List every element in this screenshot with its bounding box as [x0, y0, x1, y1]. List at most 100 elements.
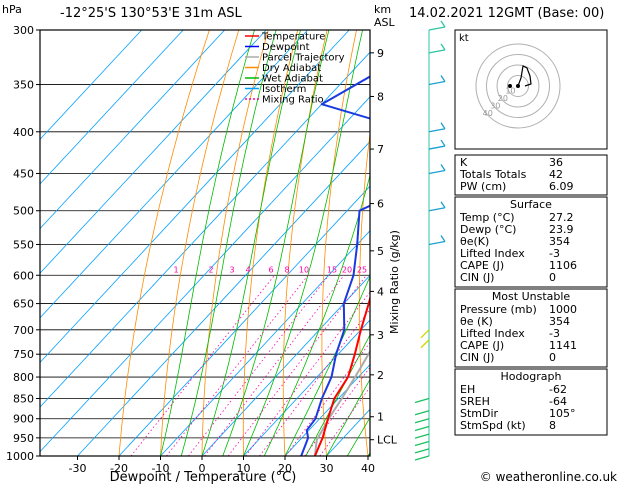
mixing-ratio-line: [259, 308, 370, 456]
table-title: Surface: [510, 198, 552, 211]
height-tick-label: LCL: [377, 434, 398, 447]
wind-barb-flag: [440, 122, 446, 130]
wind-barb: [428, 128, 446, 133]
pressure-tick-label: 600: [13, 269, 34, 282]
table-row-label: θe (K): [460, 315, 493, 328]
dry-adiabat-line: [201, 30, 269, 456]
mixing-ratio-label: 2: [208, 265, 213, 274]
isotherm-line: [40, 30, 225, 230]
hodograph-ring-label: 30: [490, 102, 500, 111]
table-row-label: CIN (J): [460, 351, 494, 364]
isotherm-line: [40, 96, 370, 453]
height-tick-label: 1: [377, 411, 384, 424]
wind-barb: [414, 448, 430, 454]
mixing-ratio-label: 1: [173, 265, 178, 274]
wind-barb: [414, 418, 430, 424]
wet-adiabat-line: [263, 173, 370, 456]
legend-label: Parcel Trajectory: [262, 53, 345, 64]
mixing-ratio-line: [227, 275, 367, 456]
table-row-value: 1141: [549, 339, 577, 352]
wind-barb-flag: [440, 139, 446, 147]
height-tick-label: 7: [377, 143, 384, 156]
table-row-value: 0: [549, 271, 556, 284]
height-tick-label: 4: [377, 285, 384, 298]
table-box: [454, 288, 608, 368]
hodograph-ring: [486, 54, 550, 118]
table-row-value: 354: [549, 315, 570, 328]
hodograph-ring-label: 40: [483, 109, 493, 118]
dry-adiabat-line: [242, 30, 299, 456]
hodograph-unit: kt: [459, 33, 469, 44]
pressure-tick-label: 550: [13, 238, 34, 251]
isotherm-line: [118, 185, 370, 456]
wind-barb: [420, 329, 430, 339]
table-row-value: 1106: [549, 259, 577, 272]
wind-barb: [414, 433, 430, 439]
table-row-value: 27.2: [549, 211, 574, 224]
wind-barb: [414, 455, 430, 461]
pressure-tick-label: 750: [13, 348, 34, 361]
temperature-tick-label: 40: [361, 462, 375, 475]
mixing-ratio-label: 10: [299, 265, 309, 274]
wet-adiabat-line: [222, 30, 330, 456]
table-row-label: CIN (J): [460, 271, 494, 284]
table-row-value: -3: [549, 327, 560, 340]
isotherm-line: [160, 230, 370, 456]
hodograph-center: [516, 84, 520, 88]
table-row-value: 8: [549, 419, 556, 432]
wind-barb: [428, 80, 446, 86]
table-row-value: 6.09: [549, 180, 574, 193]
wind-barb-flag: [440, 201, 446, 209]
parcel-trajectory-line: [313, 349, 370, 456]
wind-barb: [420, 339, 430, 349]
wind-barb: [414, 425, 430, 432]
table-row-label: EH: [460, 383, 475, 396]
pressure-tick-label: 400: [13, 126, 34, 139]
legend-label: Dewpoint: [262, 42, 310, 53]
mixing-ratio-axis-label: Mixing Ratio (g/kg): [388, 230, 401, 334]
wind-barb-column: [414, 20, 446, 461]
wet-adiabat-line: [326, 378, 370, 456]
wind-barb: [414, 440, 430, 447]
isotherm-line: [40, 51, 370, 408]
mixing-ratio-label: 15: [327, 265, 337, 274]
hodograph-ring: [496, 64, 540, 108]
wet-adiabat-line: [243, 30, 363, 456]
table-row-value: 0: [549, 351, 556, 364]
table-row-label: SREH: [460, 395, 490, 408]
table-title: Most Unstable: [492, 290, 571, 303]
wind-barb: [428, 240, 446, 246]
pressure-tick-label: 350: [13, 79, 34, 92]
mixing-ratio-line: [166, 275, 309, 456]
isotherm-line: [201, 274, 370, 456]
dewpoint-line: [300, 30, 370, 456]
table-row-label: Temp (°C): [459, 211, 515, 224]
isotherm-line: [77, 140, 370, 456]
table-box: [454, 368, 608, 436]
table-row-label: Dewp (°C): [460, 223, 516, 236]
table-title: Hodograph: [501, 370, 562, 383]
storm-motion-marker: [508, 84, 512, 88]
height-tick-label: 2: [377, 369, 384, 382]
mixing-ratio-label: 25: [357, 265, 367, 274]
x-axis-label: Dewpoint / Temperature (°C): [110, 470, 297, 485]
table-row-value: -64: [549, 395, 567, 408]
temperature-tick-label: -20: [110, 462, 128, 475]
asl-unit: ASL: [374, 16, 396, 29]
height-tick-label: 5: [377, 245, 384, 258]
legend-label: Mixing Ratio: [262, 95, 324, 106]
isotherm-line: [40, 30, 184, 185]
hodograph-frame: [454, 29, 608, 150]
dry-adiabat-line: [160, 30, 240, 456]
km-unit: km: [374, 3, 391, 16]
location-title: -12°25'S 130°53'E 31m ASL: [60, 6, 242, 21]
pressure-tick-label: 1000: [6, 450, 34, 463]
hodograph-trace: [517, 65, 532, 87]
hodograph-ring: [507, 75, 529, 97]
legend-label: Isotherm: [262, 84, 306, 95]
wind-barb: [428, 26, 446, 31]
pressure-tick-label: 800: [13, 371, 34, 384]
table-row-label: CAPE (J): [460, 339, 504, 352]
temperature-tick-label: -10: [152, 462, 170, 475]
